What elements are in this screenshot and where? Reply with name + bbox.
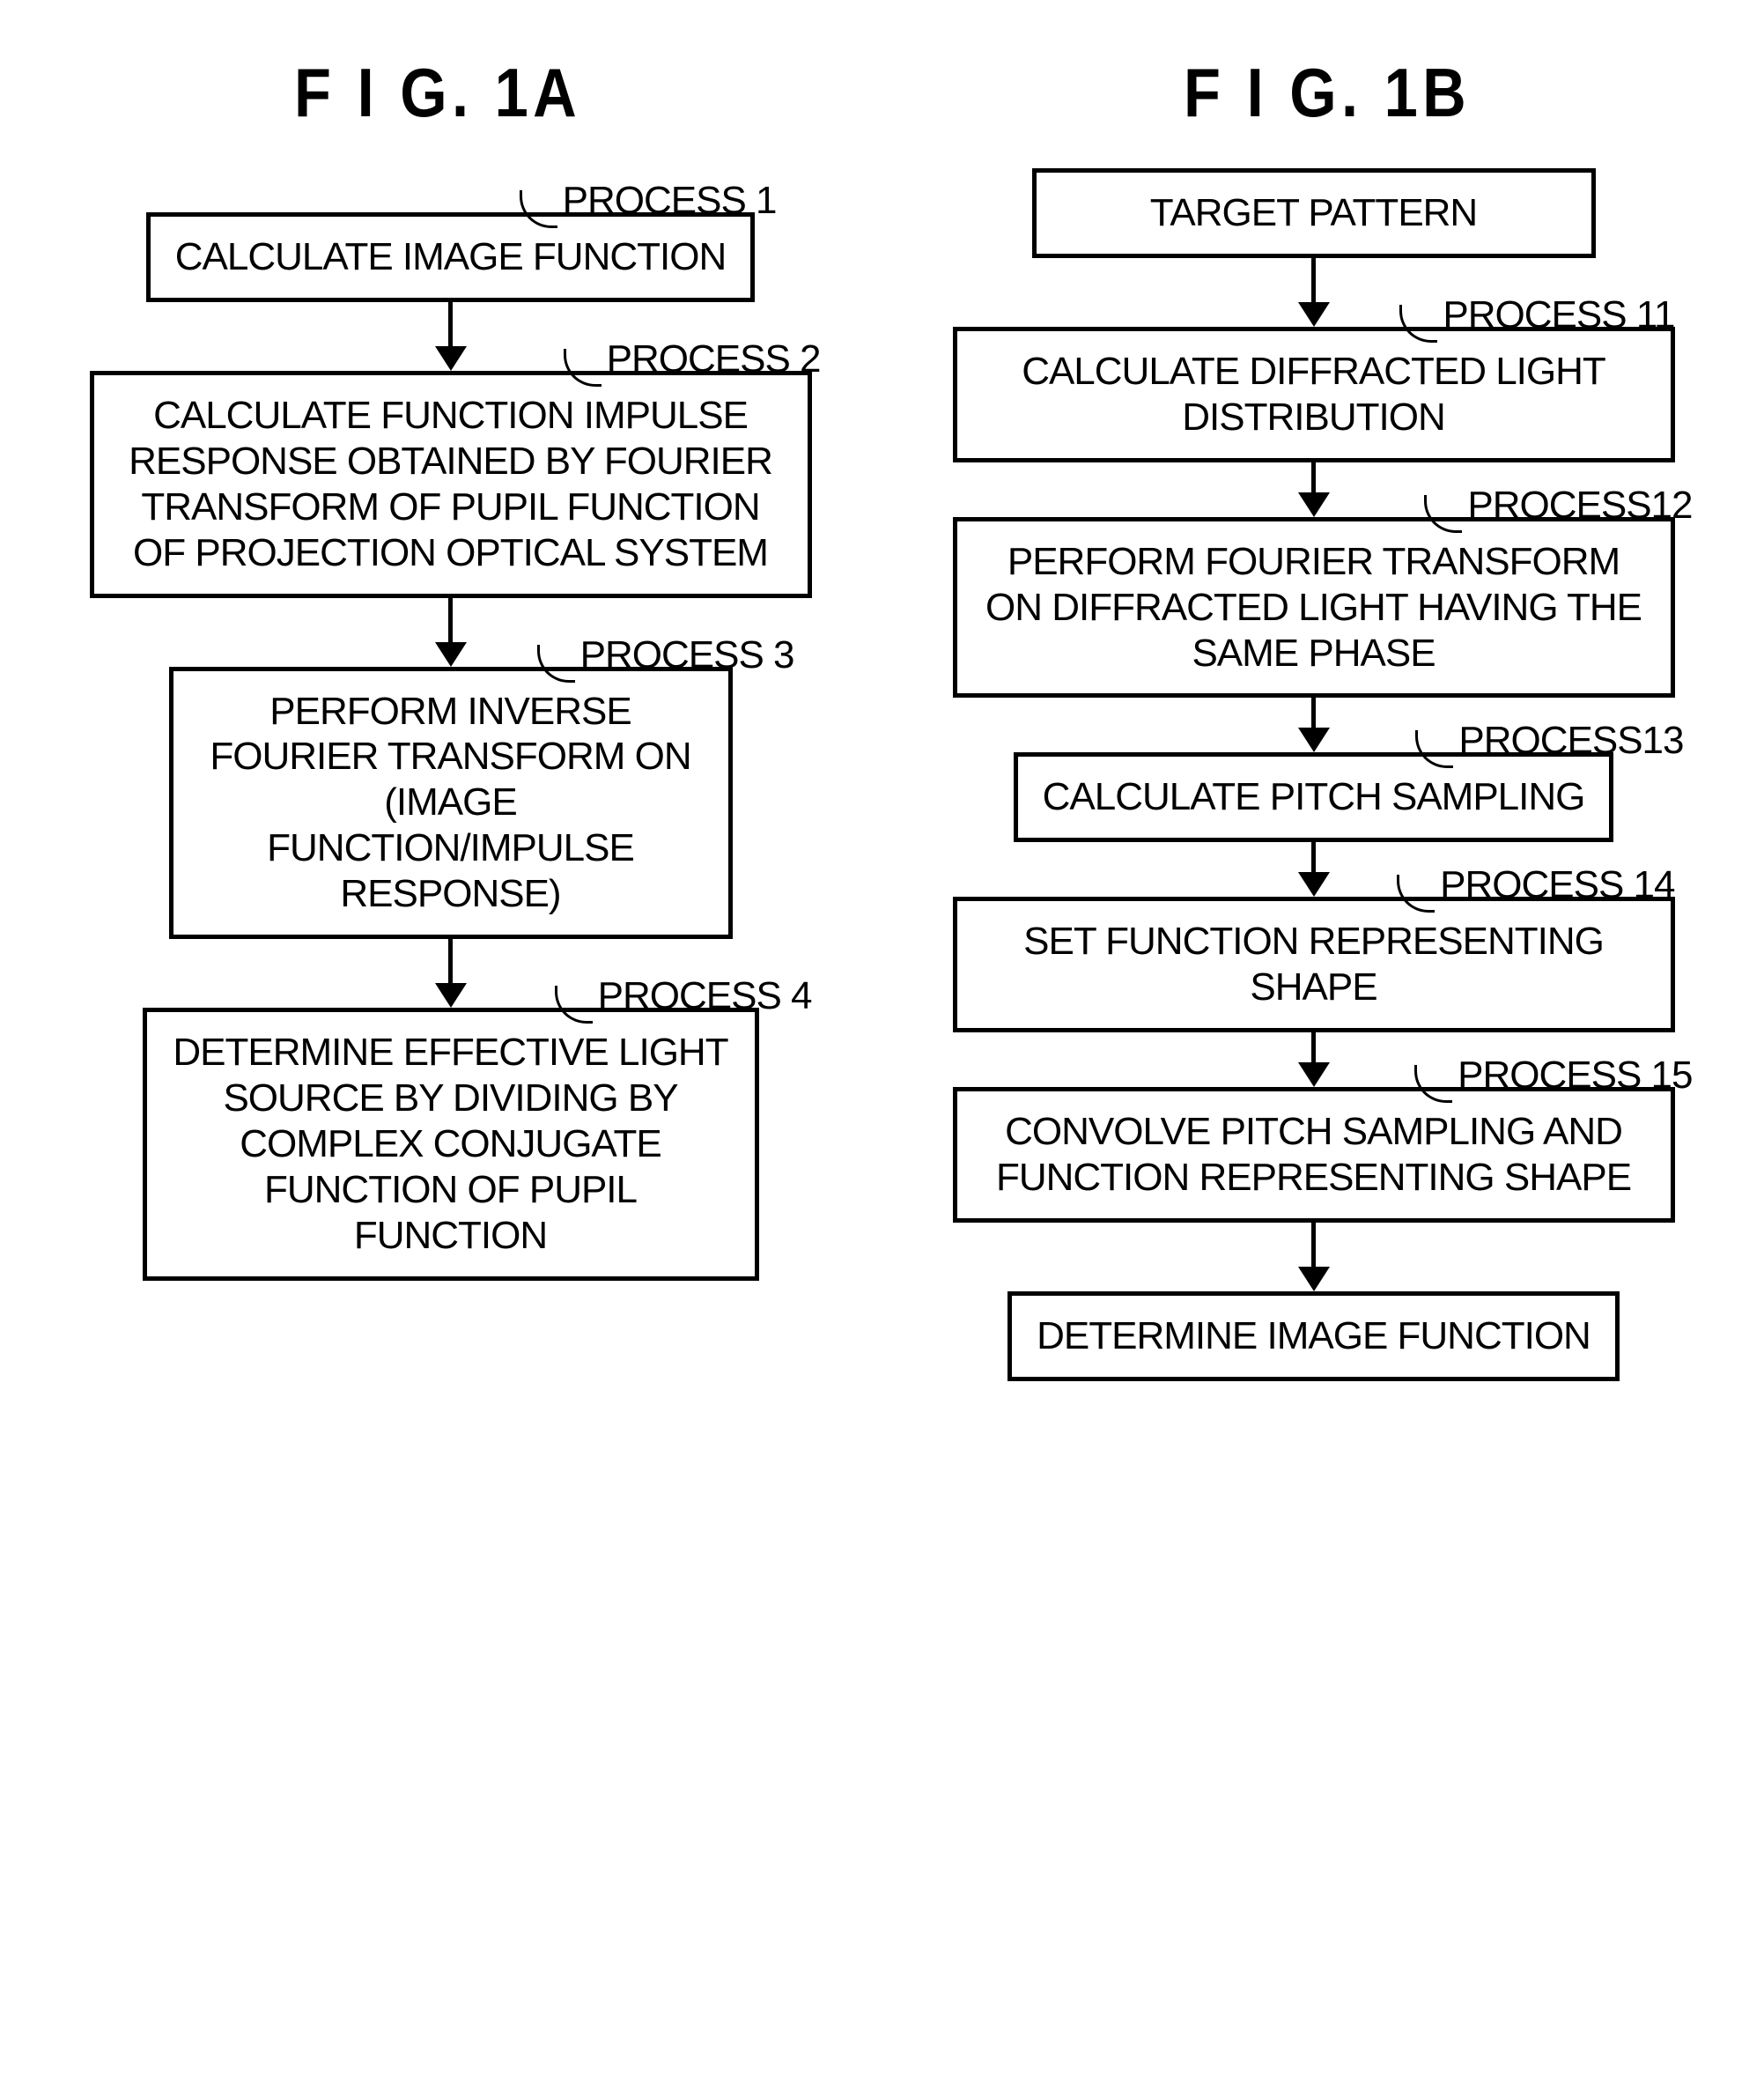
process-label: PROCESS 1: [520, 179, 777, 223]
step-wrapper: PROCESS12 PERFORM FOURIER TRANSFORM ON D…: [918, 517, 1710, 699]
process-box: SET FUNCTION REPRESENTING SHAPE: [953, 897, 1675, 1032]
process-box: CALCULATE PITCH SAMPLING: [1014, 752, 1614, 842]
process-box: TARGET PATTERN: [1032, 168, 1596, 258]
process-box: PERFORM FOURIER TRANSFORM ON DIFFRACTED …: [953, 517, 1675, 699]
fig-a-title: F I G. 1A: [92, 53, 782, 133]
step-wrapper: PROCESS 3 PERFORM INVERSE FOURIER TRANSF…: [55, 667, 847, 940]
flowchart-a: PROCESS 1 CALCULATE IMAGE FUNCTION PROCE…: [55, 168, 847, 1281]
process-label: PROCESS 11: [1399, 293, 1674, 337]
columns: PROCESS 1 CALCULATE IMAGE FUNCTION PROCE…: [46, 168, 1719, 1381]
process-box: CALCULATE DIFFRACTED LIGHT DISTRIBUTION: [953, 327, 1675, 462]
process-label: PROCESS12: [1424, 484, 1692, 528]
process-label: PROCESS 15: [1414, 1054, 1692, 1098]
step-wrapper: PROCESS 1 CALCULATE IMAGE FUNCTION: [55, 212, 847, 302]
process-box: DETERMINE IMAGE FUNCTION: [1007, 1291, 1620, 1381]
step-wrapper: PROCESS13 CALCULATE PITCH SAMPLING: [918, 752, 1710, 842]
arrow-icon: [1298, 1032, 1330, 1087]
process-label: PROCESS 2: [564, 337, 821, 381]
flowchart-b: TARGET PATTERN PROCESS 11 CALCULATE DIFF…: [918, 168, 1710, 1381]
process-box: CONVOLVE PITCH SAMPLING AND FUNCTION REP…: [953, 1087, 1675, 1223]
step-wrapper: TARGET PATTERN: [918, 168, 1710, 258]
arrow-icon: [435, 302, 467, 371]
arrow-icon: [435, 598, 467, 667]
arrow-icon: [1298, 1223, 1330, 1291]
step-wrapper: DETERMINE IMAGE FUNCTION: [918, 1291, 1710, 1381]
fig-b-title: F I G. 1B: [982, 53, 1672, 133]
process-label: PROCESS13: [1415, 719, 1683, 763]
process-box: CALCULATE FUNCTION IMPULSE RESPONSE OBTA…: [90, 371, 812, 598]
arrow-icon: [435, 939, 467, 1008]
process-box: DETERMINE EFFECTIVE LIGHT SOURCE BY DIVI…: [143, 1008, 759, 1281]
step-wrapper: PROCESS 11 CALCULATE DIFFRACTED LIGHT DI…: [918, 327, 1710, 462]
titles-row: F I G. 1A F I G. 1B: [46, 53, 1719, 133]
step-wrapper: PROCESS 4 DETERMINE EFFECTIVE LIGHT SOUR…: [55, 1008, 847, 1281]
process-label: PROCESS 3: [537, 633, 794, 677]
arrow-icon: [1298, 698, 1330, 752]
step-wrapper: PROCESS 14 SET FUNCTION REPRESENTING SHA…: [918, 897, 1710, 1032]
step-wrapper: PROCESS 15 CONVOLVE PITCH SAMPLING AND F…: [918, 1087, 1710, 1223]
process-box: CALCULATE IMAGE FUNCTION: [146, 212, 755, 302]
arrow-icon: [1298, 462, 1330, 517]
step-wrapper: PROCESS 2 CALCULATE FUNCTION IMPULSE RES…: [55, 371, 847, 598]
page: F I G. 1A F I G. 1B PROCESS 1 CALCULATE …: [46, 53, 1719, 1381]
arrow-icon: [1298, 258, 1330, 327]
process-label: PROCESS 14: [1397, 863, 1674, 907]
process-label: PROCESS 4: [555, 974, 812, 1018]
process-box: PERFORM INVERSE FOURIER TRANSFORM ON (IM…: [169, 667, 733, 940]
arrow-icon: [1298, 842, 1330, 897]
